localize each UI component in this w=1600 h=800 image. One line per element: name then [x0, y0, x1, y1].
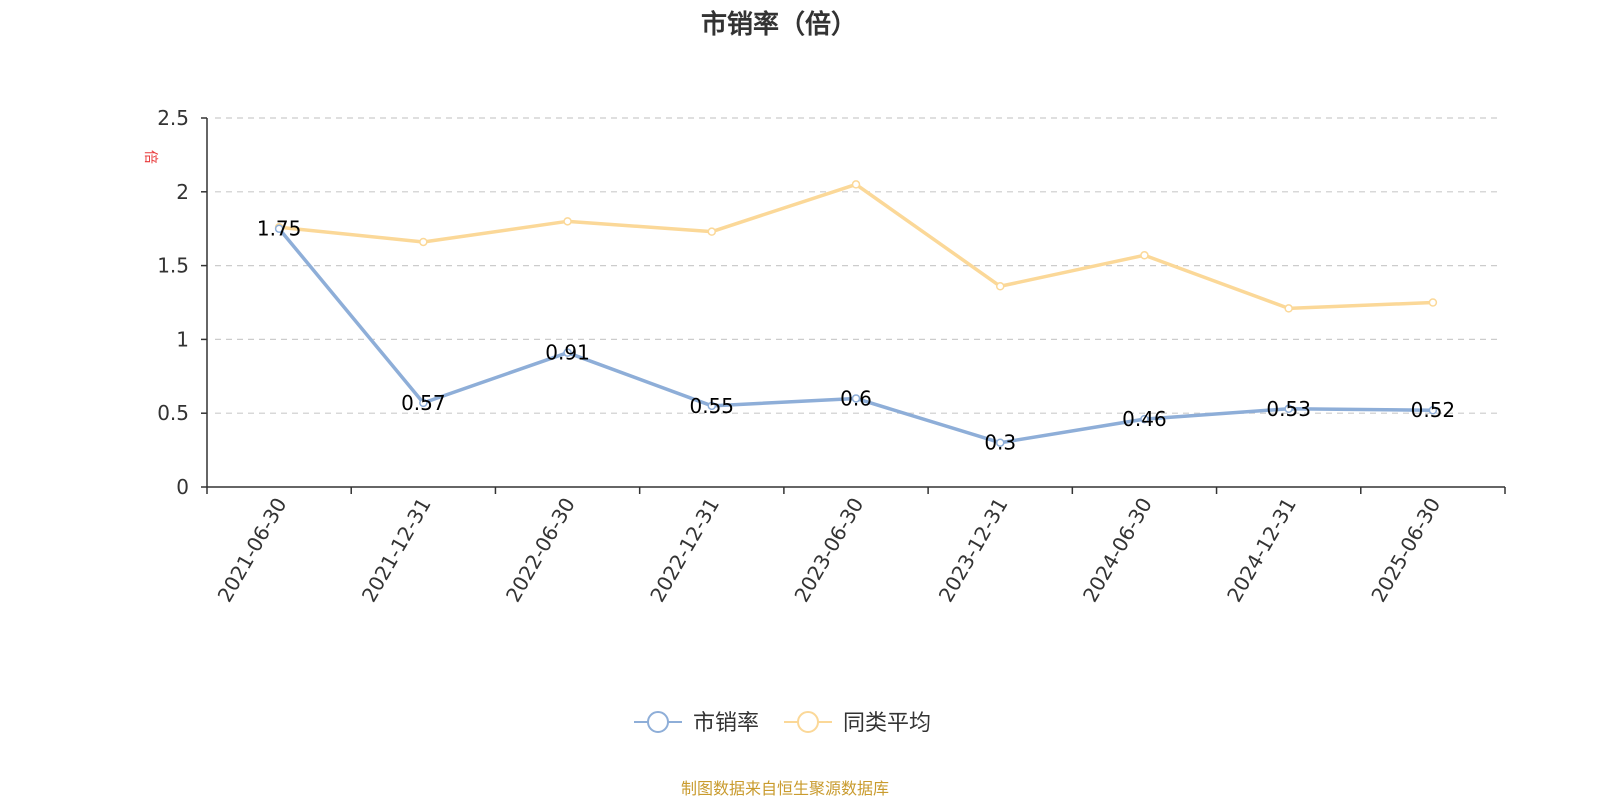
- x-tick-label: 2024-06-30: [1078, 494, 1157, 607]
- legend: 市销率 同类平均: [634, 711, 931, 736]
- x-tick-label: 2022-12-31: [645, 494, 724, 607]
- y-tick-label: 2.5: [157, 106, 189, 130]
- series-1-point: [1428, 405, 1438, 415]
- data-label: 0.3: [984, 431, 1016, 455]
- x-tick-label: 2023-12-31: [934, 493, 1013, 606]
- y-axis-unit-label: 倍: [142, 150, 158, 164]
- legend-label: 市销率: [693, 711, 759, 736]
- series-2-point: [1428, 298, 1438, 307]
- legend-item[interactable]: 市销率: [634, 711, 759, 736]
- series-2-point: [1284, 304, 1293, 313]
- legend-circle-icon: [647, 711, 669, 733]
- series-1-point: [419, 398, 428, 408]
- legend-item[interactable]: 同类平均: [784, 711, 931, 736]
- legend-label: 同类平均: [843, 711, 931, 736]
- x-tick-label: 2023-06-30: [789, 494, 868, 607]
- series-1-point: [1284, 404, 1293, 414]
- chart-title: 市销率（倍）: [701, 9, 857, 40]
- series-1-point: [995, 438, 1005, 447]
- data-label: 0.57: [401, 391, 446, 415]
- series-2-point: [1140, 251, 1149, 260]
- series-line-1: [277, 227, 1433, 445]
- data-labels: 1.75 0.57 0.91 0.55 0.6 0.3 0.46 0.53 0.52: [257, 217, 1455, 455]
- series-2-point: [851, 180, 861, 189]
- series-2-point: [419, 237, 428, 247]
- x-tick-label: 2024-12-31: [1222, 494, 1301, 607]
- y-tick-label: 1: [176, 327, 189, 351]
- legend-circle-icon: [797, 711, 819, 733]
- axes: 0 0.5 1 1.5 2 2.5 2021-06-30 2021-12-31 2022-06-…: [157, 106, 1506, 607]
- y-tick-label: 1.5: [157, 254, 189, 278]
- data-label: 0.55: [690, 394, 735, 418]
- data-label: 0.52: [1411, 398, 1456, 422]
- x-tick-label: 2025-06-30: [1366, 494, 1445, 607]
- y-tick-label: 0.5: [157, 401, 189, 425]
- series-2-point: [995, 282, 1005, 291]
- series-1-point: [274, 224, 284, 233]
- series-1-point: [1140, 414, 1149, 424]
- y-tick-label: 0: [176, 475, 189, 499]
- data-label: 0.53: [1266, 397, 1311, 421]
- plot-area: [274, 180, 1438, 447]
- x-tick-label: 2021-12-31: [357, 494, 436, 607]
- data-label: 1.75: [257, 217, 302, 241]
- series-2-point: [707, 227, 717, 236]
- grid-lines: [215, 117, 1500, 414]
- data-label: 0.91: [545, 341, 590, 365]
- series-1-point: [563, 348, 572, 357]
- data-label: 0.46: [1122, 407, 1167, 431]
- y-tick-label: 2: [176, 180, 189, 204]
- series-1-point: [851, 394, 861, 403]
- x-tick-label: 2022-06-30: [501, 494, 580, 607]
- data-source-note: 制图数据来自恒生聚源数据库: [681, 779, 889, 798]
- x-tick-label: 2021-06-30: [213, 494, 292, 607]
- data-label: 0.6: [840, 386, 872, 410]
- series-2-point: [563, 217, 572, 226]
- series-line-2: [278, 182, 1433, 311]
- series-1-point: [707, 401, 717, 411]
